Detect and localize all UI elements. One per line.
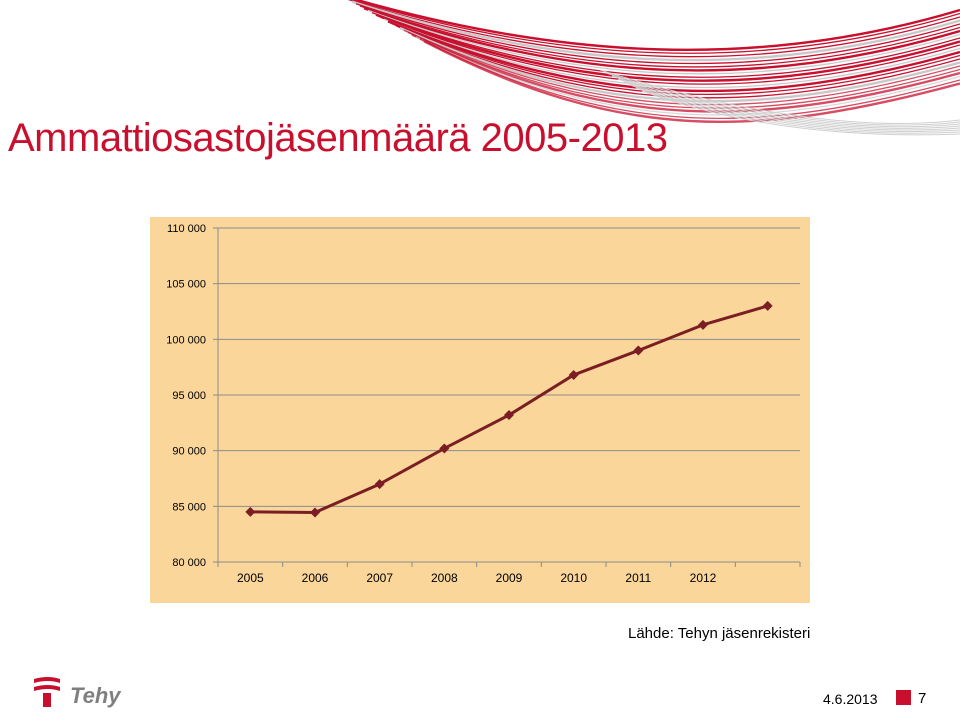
logo-wordmark: Tehy [70,683,122,708]
x-tick-label: 2012 [690,571,717,585]
slide-title: Ammattiosastojäsenmäärä 2005-2013 [8,116,668,160]
data-point-marker [439,443,450,454]
data-point-marker [310,507,320,518]
swoosh-line [387,20,960,93]
swoosh-line [379,16,960,85]
y-tick-label: 85 000 [172,501,206,513]
y-tick-label: 100 000 [166,334,206,346]
swoosh-line [347,0,960,58]
swoosh-line [375,13,960,82]
swoosh-line [355,3,960,65]
swoosh-line-grey [635,87,960,134]
data-point-marker [762,300,773,311]
tehy-logo: Tehy [34,677,122,708]
data-point-marker [245,506,256,517]
x-tick-label: 2007 [366,571,393,585]
source-note: Lähde: Tehyn jäsenrekisteri [628,625,811,642]
swoosh-line [371,11,960,78]
data-point-marker [633,345,644,356]
swoosh-line [419,38,960,119]
page-number: 7 [918,690,927,707]
data-point-marker [698,319,708,330]
decorative-swoosh [347,0,960,136]
y-tick-label: 90 000 [172,446,206,458]
swoosh-line-grey [623,81,960,131]
x-tick-label: 2006 [302,571,329,585]
swoosh-line [353,0,960,52]
y-tick-label: 80 000 [172,557,206,569]
swoosh-line-grey [611,75,960,128]
x-tick-label: 2009 [496,571,523,585]
swoosh-line [351,0,960,62]
swoosh-line [407,31,960,109]
line-chart: 80 000 85 000 90 000 95 000 100 000 105 000 11… [150,217,810,603]
x-tick-label: 2010 [560,571,587,585]
logo-emblem-icon [34,677,60,707]
x-tick-label: 2005 [237,571,264,585]
data-point-marker [504,410,514,421]
swoosh-line [367,9,960,75]
x-tick-label: 2011 [625,571,651,585]
swoosh-line-grey [605,72,960,126]
y-tick-label: 105 000 [166,279,206,291]
swoosh-line [423,40,960,123]
swoosh-line [403,29,960,106]
swoosh-line-grey [641,90,960,136]
swoosh-line-grey [599,69,960,124]
series-line [250,304,769,514]
footer-date: 4.6.2013 [823,691,878,707]
x-tick-label: 2008 [431,571,458,585]
y-tick-label: 95 000 [172,390,206,402]
swoosh-line-grey [617,78,960,129]
y-tick-label: 110 000 [167,223,206,235]
data-point-marker [568,369,579,380]
swoosh-line [383,18,960,89]
data-point-marker [374,479,385,490]
chart-svg: 80 000 85 000 90 000 95 000 100 000 105 000 11… [166,223,801,585]
swoosh-line [359,5,960,68]
swoosh-line [399,26,960,103]
swoosh-line [351,0,960,54]
swoosh-line-grey [629,84,960,133]
footer-accent-square [896,690,911,705]
swoosh-line [411,33,960,113]
swoosh-line [415,36,960,116]
swoosh-line [363,7,960,72]
